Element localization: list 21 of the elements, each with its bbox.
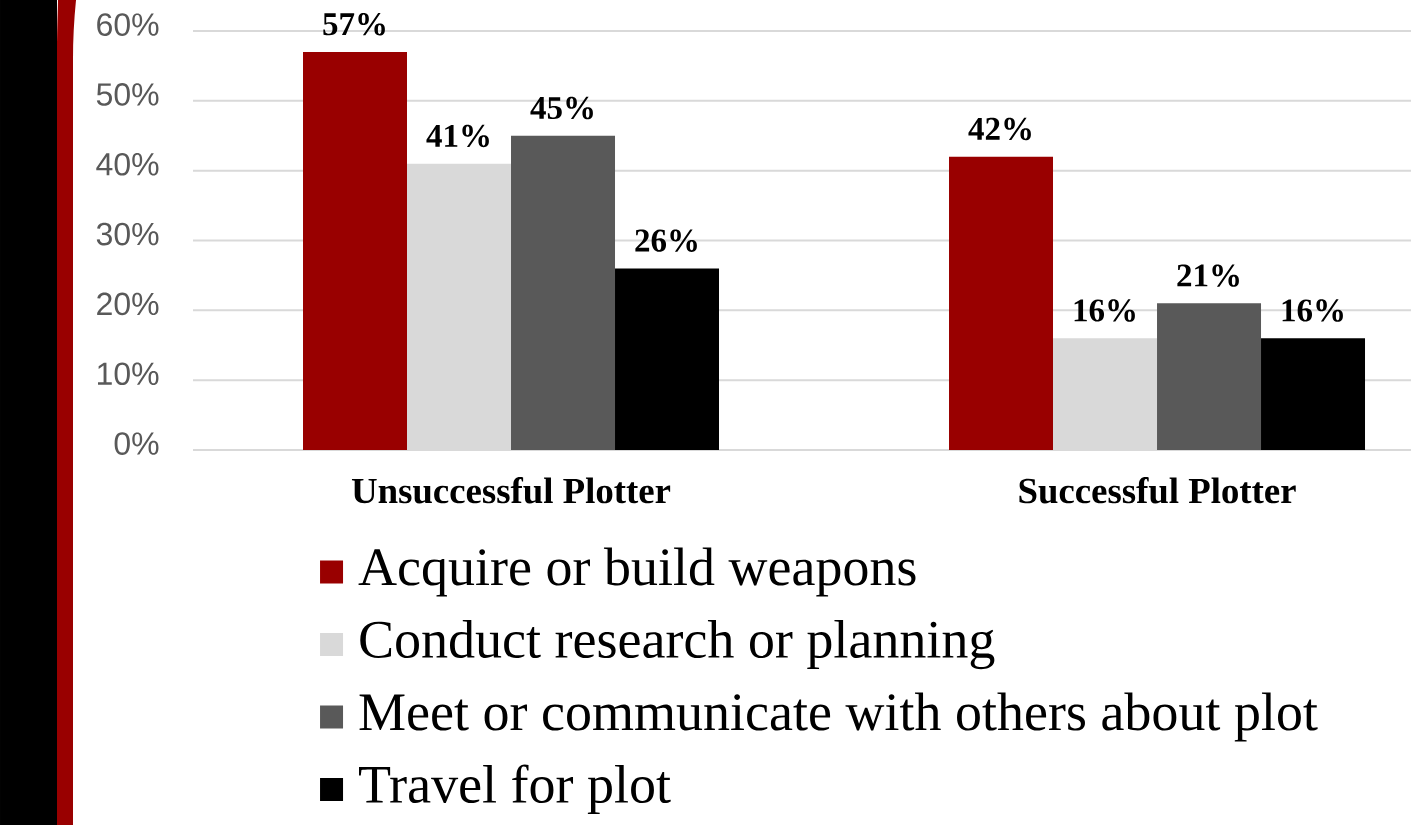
data-label: 16% bbox=[1074, 299, 1135, 322]
y-tick-label: 60% bbox=[97, 13, 159, 36]
y-tick-label: 40% bbox=[96, 152, 159, 176]
legend-label: Meet or communicate with others about plot bbox=[359, 692, 1318, 742]
x-tick-label: Unsuccessful Plotter bbox=[351, 477, 671, 504]
data-label: 45% bbox=[530, 96, 593, 120]
y-tick-label: 0% bbox=[114, 432, 159, 455]
data-label: 16% bbox=[1282, 299, 1343, 322]
data-label: 57% bbox=[323, 13, 385, 36]
x-tick-label: Successful Plotter bbox=[1019, 477, 1296, 504]
y-tick-label: 30% bbox=[96, 222, 159, 246]
data-label: 26% bbox=[635, 229, 697, 252]
legend-label: Conduct research or planning bbox=[360, 620, 995, 670]
legend-label: Acquire or build weapons bbox=[358, 547, 916, 597]
data-label: 42% bbox=[968, 117, 1031, 141]
data-label: 41% bbox=[426, 124, 489, 148]
y-tick-label: 20% bbox=[97, 292, 159, 316]
y-tick-label: 10% bbox=[98, 362, 159, 386]
y-tick-label: 50% bbox=[96, 83, 159, 106]
data-label: 21% bbox=[1177, 264, 1239, 287]
legend-label: Travel for plot bbox=[359, 764, 671, 815]
